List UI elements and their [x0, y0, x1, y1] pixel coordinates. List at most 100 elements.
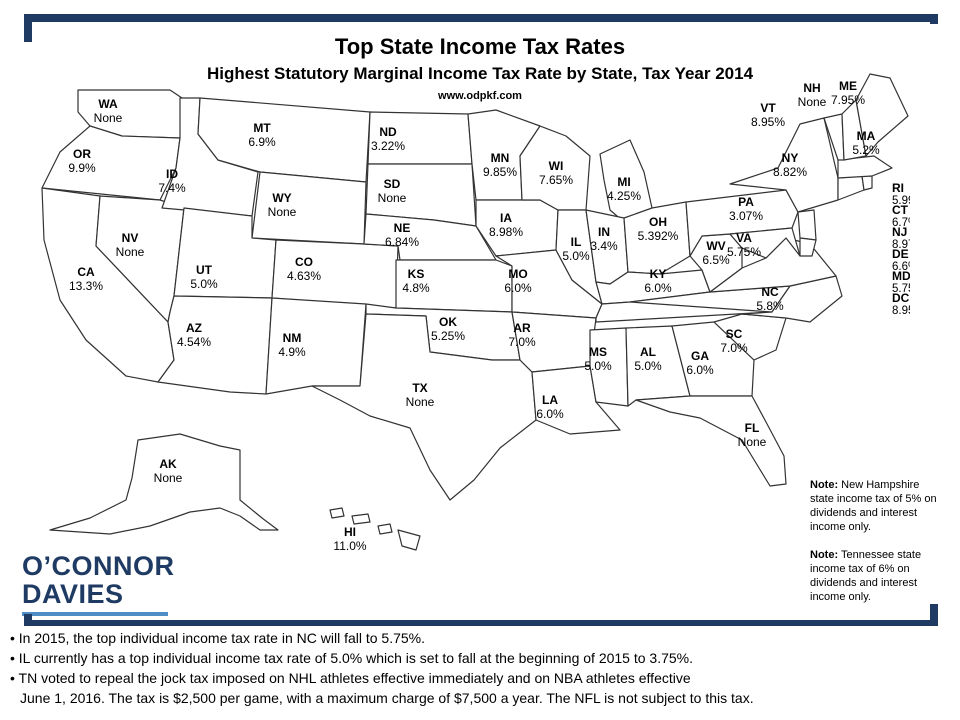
- state-ms: [589, 327, 629, 407]
- label-ca-rate: 13.3%: [69, 279, 103, 293]
- label-mt-rate: 6.9%: [248, 135, 276, 149]
- label-co-abbr: CO: [295, 255, 313, 269]
- label-ga-abbr: GA: [691, 349, 709, 363]
- label-wy-abbr: WY: [272, 191, 291, 205]
- frame-top-bar: [24, 14, 938, 22]
- label-ar-abbr: AR: [513, 321, 531, 335]
- label-az-rate: 4.54%: [177, 335, 211, 349]
- map-title: Top State Income Tax Rates: [334, 34, 626, 59]
- logo-line-1: O’CONNOR: [22, 551, 175, 581]
- label-tx-rate: None: [406, 395, 435, 409]
- label-ky-abbr: KY: [650, 267, 667, 281]
- label-wv-abbr: WV: [706, 239, 725, 253]
- label-ut-abbr: UT: [196, 263, 213, 277]
- state-fl: [635, 395, 787, 487]
- us-map: WANoneOR9.9%CA13.3%NVNoneID7.4%MT6.9%WYN…: [41, 73, 910, 553]
- label-hi-abbr: HI: [344, 525, 356, 539]
- label-nd-rate: 3.22%: [371, 139, 405, 153]
- label-ks-abbr: KS: [408, 267, 425, 281]
- label-or-rate: 9.9%: [68, 161, 96, 175]
- state-ct: [837, 175, 865, 201]
- side-label-ct-rate: 6.7%: [892, 217, 910, 229]
- label-tx-abbr: TX: [412, 381, 427, 395]
- state-ri: [861, 175, 873, 191]
- label-ms-abbr: MS: [589, 345, 607, 359]
- label-ut-rate: 5.0%: [190, 277, 218, 291]
- oconnor-davies-logo: O’CONNOR DAVIES: [22, 552, 175, 608]
- note-text: New Hampshire state income tax of 5% on …: [810, 479, 937, 533]
- frame-bottom-bar: [24, 620, 938, 626]
- side-label-de-rate: 6.6%: [892, 261, 910, 273]
- label-wa-abbr: WA: [98, 97, 118, 111]
- state-me: [855, 73, 909, 157]
- label-ky-rate: 6.0%: [644, 281, 672, 295]
- label-va-rate: 5.75%: [727, 245, 761, 259]
- label-ok-rate: 5.25%: [431, 329, 465, 343]
- label-nh-abbr: NH: [803, 81, 820, 95]
- label-fl-rate: None: [738, 435, 767, 449]
- label-oh-abbr: OH: [649, 215, 667, 229]
- note-text: Tennessee state income tax of 6% on divi…: [810, 549, 922, 603]
- side-state-labels: RI5.99%CT6.7%NJ8.97%DE6.6%MD5.75%DC8.95%: [892, 181, 910, 317]
- label-nd-abbr: ND: [379, 125, 397, 139]
- label-oh-rate: 5.392%: [638, 229, 679, 243]
- side-label-de-abbr: DE: [892, 247, 909, 261]
- label-mo-rate: 6.0%: [504, 281, 532, 295]
- label-il-rate: 5.0%: [562, 249, 590, 263]
- side-label-ri-rate: 5.99%: [892, 195, 910, 207]
- label-mi-abbr: MI: [617, 175, 630, 189]
- map-subtitle: Highest Statutory Marginal Income Tax Ra…: [206, 64, 754, 83]
- label-or-abbr: OR: [73, 147, 91, 161]
- footnote: June 1, 2016. The tax is $2,500 per game…: [20, 690, 754, 706]
- label-sd-abbr: SD: [384, 177, 401, 191]
- frame-top-left-bar: [24, 14, 32, 42]
- side-label-md-rate: 5.75%: [892, 283, 910, 295]
- label-sc-rate: 7.0%: [720, 341, 748, 355]
- label-ne-abbr: NE: [394, 221, 411, 235]
- label-wi-rate: 7.65%: [539, 173, 573, 187]
- note-label: Note:: [810, 549, 839, 561]
- label-wv-rate: 6.5%: [702, 253, 730, 267]
- frame-bottom-left-bar: [24, 614, 32, 626]
- state-md: [729, 227, 801, 259]
- label-ok-abbr: OK: [439, 315, 457, 329]
- label-va-abbr: VA: [736, 231, 752, 245]
- note-label: Note:: [810, 479, 839, 491]
- label-fl-abbr: FL: [745, 421, 760, 435]
- frame-bottom-right-bar: [930, 604, 938, 626]
- footnotes: • In 2015, the top individual income tax…: [10, 628, 950, 708]
- label-nv-rate: None: [116, 245, 145, 259]
- label-il-abbr: IL: [571, 235, 582, 249]
- state-hi-4: [397, 529, 421, 551]
- state-nj: [797, 209, 817, 241]
- label-wi-abbr: WI: [549, 159, 564, 173]
- label-mn-rate: 9.85%: [483, 165, 517, 179]
- side-label-ct-abbr: CT: [892, 203, 909, 217]
- side-label-nj-abbr: NJ: [892, 225, 907, 239]
- label-ny-rate: 8.82%: [773, 165, 807, 179]
- label-vt-rate: 8.95%: [751, 115, 785, 129]
- label-me-rate: 7.95%: [831, 93, 865, 107]
- logo-underline: [22, 612, 168, 616]
- frame-top-right-bar: [930, 14, 938, 24]
- state-ak: [49, 433, 279, 535]
- label-in-abbr: IN: [598, 225, 610, 239]
- label-id-rate: 7.4%: [158, 181, 186, 195]
- label-wy-rate: None: [268, 205, 297, 219]
- label-sd-rate: None: [378, 191, 407, 205]
- label-nc-rate: 5.8%: [756, 299, 784, 313]
- label-ia-abbr: IA: [500, 211, 512, 225]
- label-mo-abbr: MO: [508, 267, 527, 281]
- state-hi-2: [351, 513, 371, 525]
- label-la-rate: 6.0%: [536, 407, 564, 421]
- label-pa-abbr: PA: [738, 195, 754, 209]
- label-me-abbr: ME: [839, 79, 857, 93]
- side-label-ri-abbr: RI: [892, 181, 904, 195]
- label-al-rate: 5.0%: [634, 359, 662, 373]
- label-ca-abbr: CA: [77, 265, 95, 279]
- state-az: [157, 295, 273, 395]
- logo-line-2: DAVIES: [22, 579, 124, 609]
- footnote: • In 2015, the top individual income tax…: [10, 630, 426, 646]
- label-az-abbr: AZ: [186, 321, 202, 335]
- label-vt-abbr: VT: [760, 101, 776, 115]
